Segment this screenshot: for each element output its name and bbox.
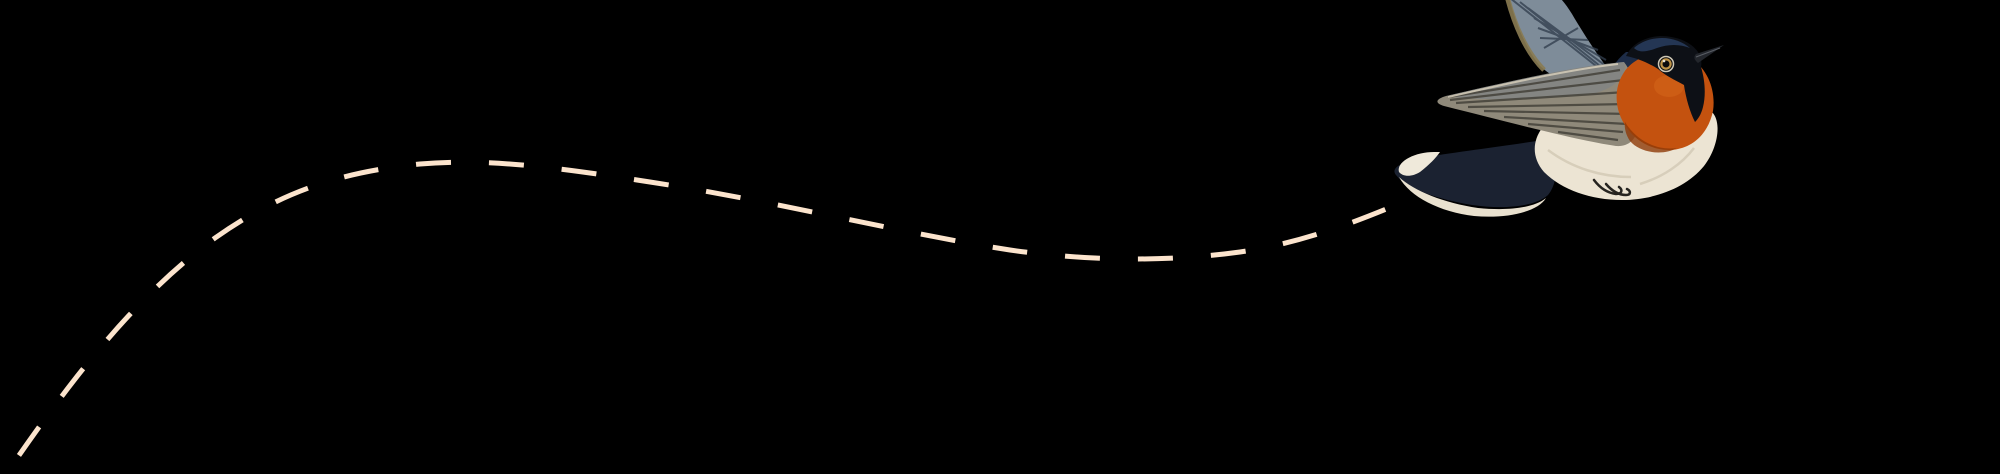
bird-feet	[1592, 178, 1632, 197]
breast-shadow	[1624, 122, 1677, 153]
bird-head	[1626, 36, 1705, 122]
upper-wing-leading-edge	[1505, 0, 1546, 72]
head-cap-sheen	[1634, 38, 1690, 52]
flight-path	[3, 159, 1409, 474]
bird-eye	[1657, 55, 1675, 73]
foot-front	[1592, 178, 1623, 196]
eye-pale-ring	[1657, 55, 1675, 73]
tail-dark	[1394, 138, 1558, 208]
near-wing-light-edge	[1447, 63, 1619, 98]
beak-mouth-line	[1695, 47, 1721, 58]
swallow-illustration	[1394, 0, 1724, 217]
undertail-cream	[1399, 177, 1546, 217]
eye-gold-ring	[1660, 58, 1672, 70]
near-wing-streaks	[1447, 68, 1630, 142]
bird-tail	[1394, 138, 1558, 217]
tail-white-tip	[1398, 152, 1440, 176]
bird-beak	[1694, 45, 1724, 63]
head-cap	[1626, 36, 1705, 122]
eye-glint	[1662, 59, 1666, 63]
foot-back	[1604, 182, 1632, 197]
bird-near-wing	[1437, 62, 1641, 147]
